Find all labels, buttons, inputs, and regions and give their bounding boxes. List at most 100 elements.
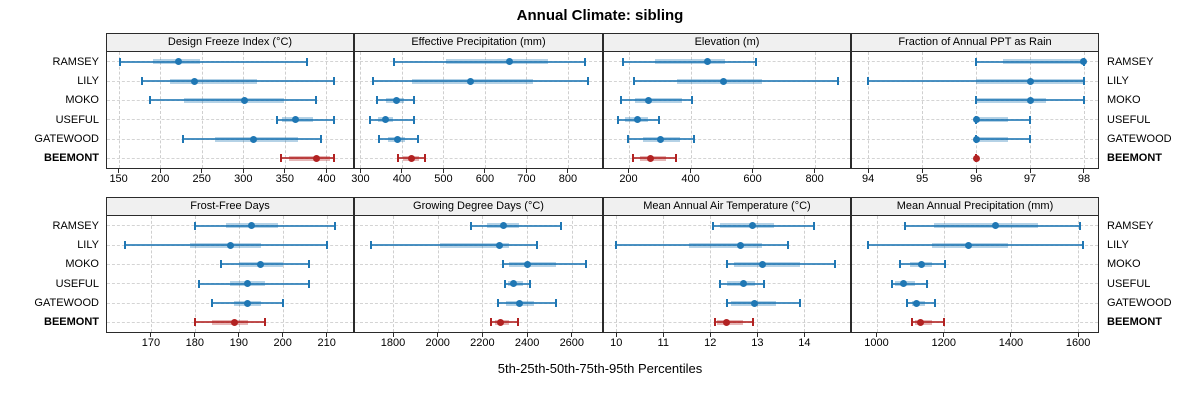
v-gridline [814,52,816,168]
axis-tick-label: 170 [141,337,161,349]
median-dot [466,77,474,85]
site-label-left-lily: LILY [77,239,99,251]
whisker-cap-left [211,299,214,307]
panel-mean-annual-precipitation-mm: Mean Annual Precipitation (mm) [851,197,1099,333]
v-gridline [527,216,529,332]
axis-tick-label: 200 [273,337,292,349]
median-dot [495,241,503,249]
median-dot [916,318,924,326]
whisker-cap-left [899,260,902,269]
whisker-cap-right [691,96,694,105]
whisker-cap-right [314,96,317,105]
whisker-cap-left [501,260,504,269]
median-dot [704,58,712,66]
site-label-left-moko: MOKO [65,94,99,107]
whisker-cap-right [833,260,836,269]
v-gridline [526,52,528,168]
whisker-cap-left [867,77,870,85]
axis-tick-label: 210 [317,337,336,349]
axis-tick-label: 95 [916,173,929,185]
axis-tick-label: 400 [392,173,412,185]
v-gridline [360,52,362,168]
axis-tick [756,333,758,337]
panel-header: Effective Precipitation (mm) [355,34,602,52]
median-dot [739,280,747,288]
v-gridline [238,216,240,332]
whisker-cap-left [725,299,728,307]
site-label-right-lily: LILY [1107,75,1129,87]
range-line [393,60,585,63]
panel-body [604,52,850,168]
axis-tick-label: 98 [1077,173,1091,185]
whisker-cap-left [616,115,619,124]
median-dot [381,116,389,124]
whisker-cap-right [1082,241,1085,249]
panel-body [107,52,353,168]
whisker-cap-left [890,279,893,288]
v-gridline [243,52,245,168]
v-gridline [752,52,754,168]
median-dot [174,58,182,66]
median-dot [240,96,248,104]
whisker-cap-right [308,260,311,269]
whisker-cap-left [123,241,126,249]
median-dot [656,135,664,143]
v-gridline [443,52,445,168]
site-label-right-useful: USEFUL [1107,277,1151,290]
panel-effective-precipitation-mm: Effective Precipitation (mm) [354,33,603,169]
range-line [976,138,1031,140]
row-gridline [355,283,602,285]
whisker-cap-right [1082,77,1085,85]
median-dot [523,260,531,268]
axis-tick [752,169,754,173]
median-dot [751,299,759,307]
site-label-left-beemont: BEEMONT [44,152,99,165]
axis-tick [194,333,196,337]
median-dot [723,318,731,326]
row-gridline [355,138,602,140]
whisker-cap-left [376,96,378,105]
whisker-cap-left [198,279,201,288]
panel-body [604,216,850,332]
whisker-cap-right [674,154,677,163]
whisker-cap-right [751,318,754,327]
panel-header: Mean Annual Air Temperature (°C) [604,198,850,216]
whisker-cap-left [193,318,196,327]
axis-tick-label: 800 [558,173,578,185]
axis-tick-label: 700 [517,173,536,185]
v-gridline [876,216,878,332]
axis-tick-label: 10 [610,337,623,349]
axis-tick [401,169,403,173]
range-line [976,118,1031,121]
site-label-right-gatewood: GATEWOOD [1107,133,1172,145]
range-line [726,302,800,304]
median-dot [992,222,1000,230]
median-dot [1026,96,1034,104]
v-gridline [868,52,870,168]
axis-tick-label: 2200 [470,337,495,349]
axis-tick-label: 600 [743,173,762,185]
axis-tick-label: 1400 [998,337,1024,349]
panel-design-freeze-index-c: Design Freeze Index (°C) [106,33,354,169]
axis-tick [442,169,444,173]
median-dot [899,280,907,288]
axis-tick [159,169,161,173]
whisker-cap-right [325,241,328,249]
whisker-cap-left [369,241,372,249]
v-gridline [401,52,403,168]
panel-body [107,216,353,332]
panel-body [852,216,1098,332]
range-line [868,244,1084,246]
site-label-right-beemont: BEEMONT [1107,316,1162,329]
whisker-cap-left [620,96,623,105]
whisker-cap-left [615,241,618,249]
row-gridline [852,263,1098,265]
whisker-cap-left [371,77,374,85]
range-line [616,244,788,246]
range-line [621,99,693,102]
whisker-cap-right [517,318,520,327]
whisker-cap-left [220,260,223,269]
whisker-cap-right [925,279,928,288]
median-dot [645,96,653,104]
panel-frost-free-days: Frost-Free Days [106,197,354,333]
